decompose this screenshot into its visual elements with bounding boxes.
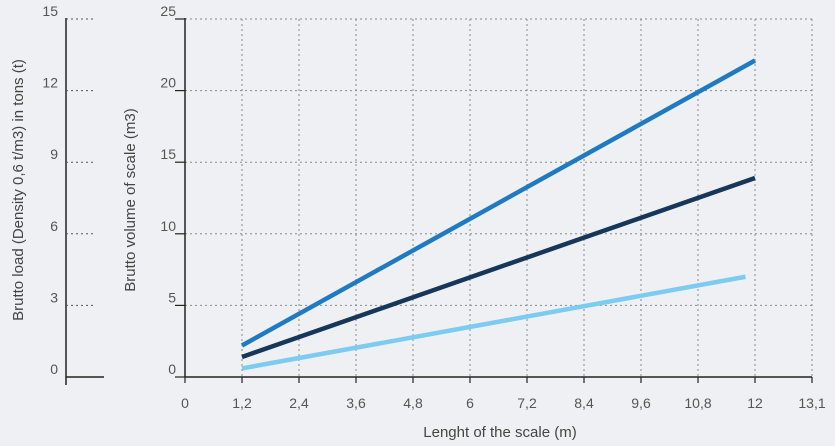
x-tick-label: 7,2	[517, 395, 537, 411]
secondary-y-axis: 0 3 6 9 12 15	[42, 3, 104, 385]
series-lines	[240, 58, 757, 371]
x-tick-label: 0	[181, 395, 189, 411]
x-tick-label: 4,8	[403, 395, 423, 411]
x-tick-label: 9,6	[631, 395, 651, 411]
y-tick-label: 10	[160, 218, 176, 234]
x-tick-label: 10,8	[684, 395, 711, 411]
series-line-3	[241, 274, 746, 371]
secondary-y-tick-label: 0	[50, 361, 58, 377]
x-tick-label: 2,4	[289, 395, 309, 411]
secondary-y-tick-label: 15	[42, 3, 58, 19]
x-tick-label: 3,6	[346, 395, 366, 411]
x-tick-label: 1,2	[232, 395, 252, 411]
secondary-y-tick-label: 9	[50, 146, 58, 162]
x-tick-label: 13,1	[798, 395, 825, 411]
series-line-2	[241, 175, 756, 360]
y-tick-label: 20	[160, 75, 176, 91]
secondary-y-tick-label: 3	[50, 289, 58, 305]
series-line-1	[240, 58, 757, 348]
x-axis-title: Lenght of the scale (m)	[423, 424, 576, 441]
y-axis-title: Brutto volume of scale (m3)	[122, 108, 139, 291]
y-tick-label: 25	[160, 3, 176, 19]
y-tick-label: 0	[168, 361, 176, 377]
secondary-y-tick-label: 12	[42, 75, 58, 91]
secondary-y-axis-title: Brutto load (Density 0,6 t/m3) in tons (…	[10, 59, 27, 321]
y-tick-label: 15	[160, 146, 176, 162]
x-tick-label: 12	[747, 395, 763, 411]
y-tick-label: 5	[168, 289, 176, 305]
x-tick-label: 8,4	[574, 395, 594, 411]
secondary-y-tick-label: 6	[50, 218, 58, 234]
x-tick-label: 6	[466, 395, 474, 411]
primary-axes: 0 5 10 15 20 25 0 1,2 2,4 3,6 4,8 6 7,2 8,4 9,6 10,8 12 1…	[160, 3, 825, 411]
